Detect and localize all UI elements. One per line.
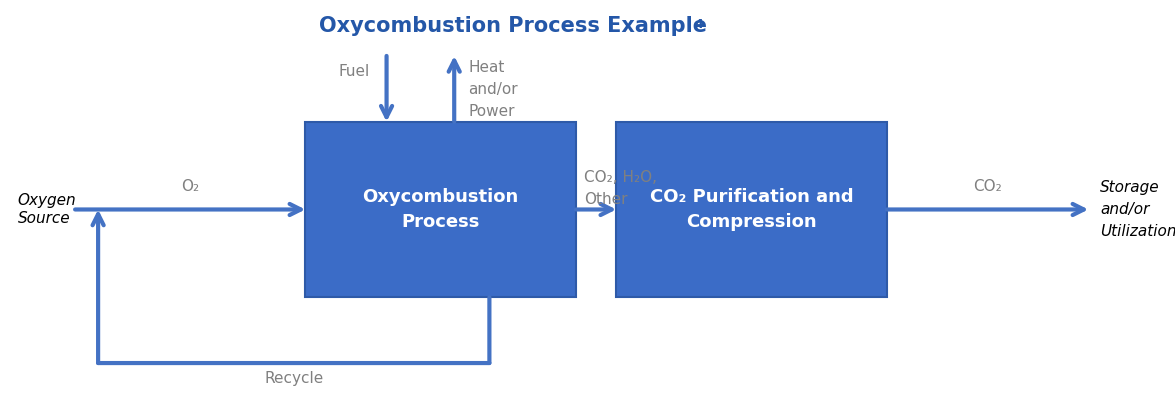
Text: Heat
and/or
Power: Heat and/or Power [468,60,518,119]
Text: CO₂: CO₂ [973,179,1002,193]
Text: Oxycombustion Process Example: Oxycombustion Process Example [318,16,706,36]
Text: CO₂ Purification and
Compression: CO₂ Purification and Compression [650,188,853,231]
Text: Storage
and/or
Utilization: Storage and/or Utilization [1100,180,1175,239]
Text: Recycle: Recycle [264,371,323,386]
Text: Fuel: Fuel [338,64,369,79]
Text: Oxygen
Source: Oxygen Source [18,193,76,226]
FancyBboxPatch shape [306,122,576,297]
FancyBboxPatch shape [616,122,887,297]
Text: CO₂, H₂O,
Other: CO₂, H₂O, Other [584,170,657,207]
Text: 4: 4 [694,18,704,31]
Text: Oxycombustion
Process: Oxycombustion Process [363,188,519,231]
Text: O₂: O₂ [181,179,200,193]
